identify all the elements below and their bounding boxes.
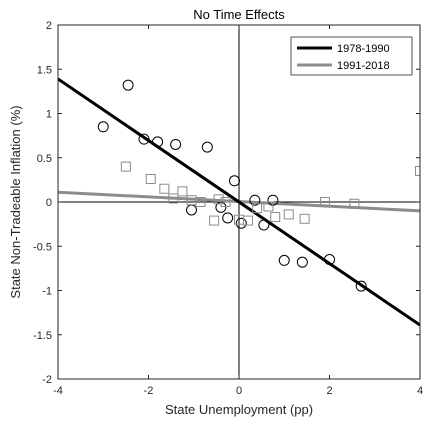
fit-line-1978-1990 [58,77,420,327]
legend: 1978-1990 1991-2018 [290,36,413,76]
y-tick-label: -1 [42,286,52,298]
x-tick-label: 2 [326,385,332,397]
y-tick-label: 0.5 [37,153,52,165]
x-axis-title: State Unemployment (pp) [165,402,313,417]
x-tick-label: -2 [144,385,154,397]
y-tick-labels: 2 1.5 1 0.5 0 -0.5 -1 -1.5 -2 [33,20,52,386]
point-1991-2018-17 [319,197,330,207]
point-1978-1990-2 [138,133,150,145]
data-markers [97,79,420,292]
point-1991-2018-6 [195,197,206,207]
y-tick-label: -0.5 [33,241,52,253]
point-1978-1990-1 [122,79,134,91]
point-1991-2018-1 [145,173,156,184]
x-tick-labels: -4 -2 0 2 4 [53,385,423,397]
legend-label-1991-2018: 1991-2018 [337,60,390,72]
point-1991-2018-13 [263,201,274,212]
point-1991-2018-3 [168,193,179,204]
point-1991-2018-15 [283,209,294,220]
point-1978-1990-16 [324,254,335,266]
point-1978-1990-5 [201,141,213,153]
x-tick-label: 4 [417,385,423,397]
chart-title: No Time Effects [193,7,285,22]
y-tick-label: 1.5 [37,64,52,76]
point-1978-1990-12 [258,219,270,231]
point-1978-1990-4 [170,138,182,150]
point-1991-2018-12 [252,203,263,214]
point-1978-1990-14 [278,254,290,266]
point-1978-1990-11 [249,194,261,206]
point-1991-2018-7 [209,215,220,226]
point-1978-1990-8 [222,212,234,224]
y-tick-label: 2 [46,20,52,32]
point-1978-1990-17 [355,280,367,292]
y-tick-label: 1 [46,109,52,121]
point-1978-1990-9 [228,175,240,187]
y-tick-label: -2 [42,374,52,386]
point-1978-1990-15 [296,256,308,268]
x-tick-label: -4 [53,385,63,397]
axis-ticks [57,24,421,380]
point-1991-2018-11 [243,215,254,226]
point-1991-2018-2 [159,183,170,194]
point-1991-2018-14 [270,212,281,223]
legend-box [290,36,413,76]
point-1978-1990-3 [152,136,164,148]
point-1991-2018-9 [220,197,231,207]
point-1991-2018-4 [177,186,188,197]
point-1991-2018-16 [299,213,310,224]
x-tick-label: 0 [236,385,242,397]
point-1991-2018-8 [213,194,224,205]
y-tick-label: 0 [46,197,52,209]
y-axis-title: State Non-Tradeable Inflation (%) [8,105,23,298]
point-1978-1990-10 [235,217,247,229]
point-1991-2018-19 [415,166,420,177]
fit-lines [58,77,420,327]
point-1991-2018-18 [349,198,360,209]
point-1991-2018-0 [120,161,131,172]
legend-label-1978-1990: 1978-1990 [337,43,390,55]
y-tick-label: -1.5 [33,330,52,342]
point-1978-1990-0 [97,121,109,133]
